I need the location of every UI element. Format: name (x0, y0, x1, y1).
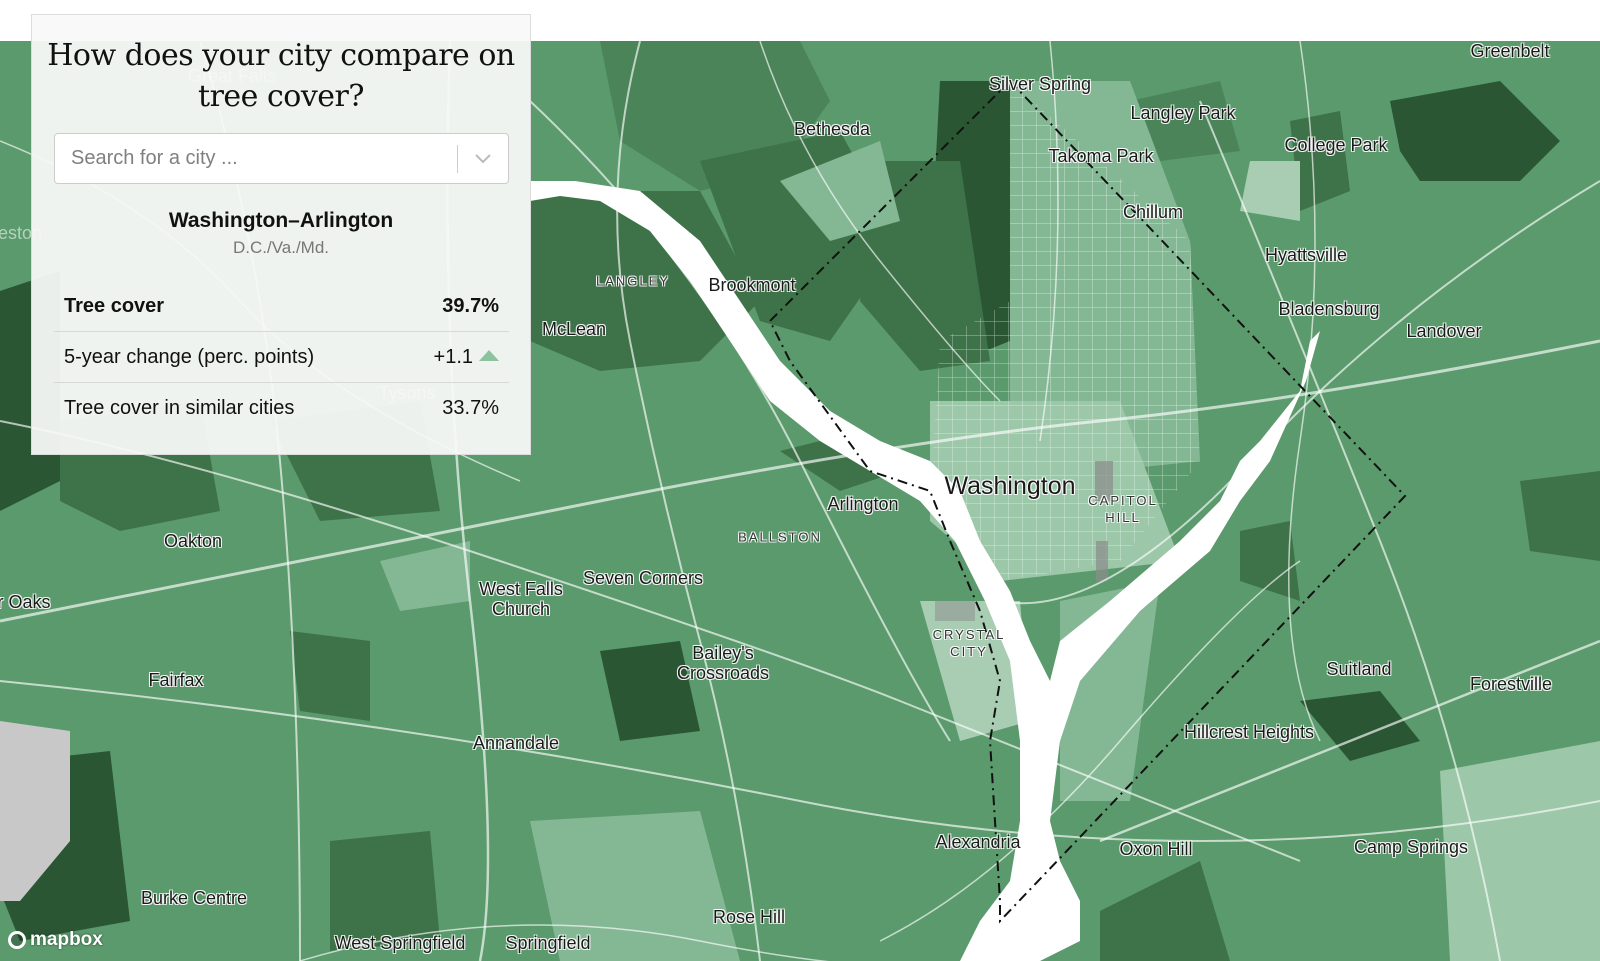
place-label: Washington (944, 472, 1076, 500)
place-label: Silver Spring (988, 74, 1092, 94)
place-label: Brookmont (708, 275, 796, 295)
city-search-input[interactable] (69, 146, 457, 171)
place-label: Rose Hill (712, 907, 786, 927)
place-label: College Park (1284, 135, 1388, 155)
place-label: Oakton (163, 531, 223, 551)
place-label: Springfield (505, 933, 591, 953)
place-label: West Springfield (334, 933, 466, 953)
stat-label: Tree cover (64, 294, 165, 317)
place-label: Forestville (1469, 674, 1553, 694)
place-label: Fairfax (148, 670, 204, 690)
dc-boundary (768, 79, 1407, 924)
selected-city-state: D.C./Va./Md. (232, 238, 330, 257)
place-label: Langley Park (1130, 103, 1236, 123)
stat-row-five-year-change: 5-year change (perc. points) +1.1 (54, 332, 509, 383)
place-label: Camp Springs (1353, 837, 1469, 857)
place-label: West Falls Church (479, 579, 563, 619)
search-divider (457, 144, 458, 173)
place-label: Burke Centre (140, 888, 248, 908)
chevron-down-icon (475, 153, 491, 163)
city-search-combobox[interactable] (54, 133, 509, 184)
selected-city-name: Washington–Arlington (168, 209, 394, 232)
place-label: Hillcrest Heights (1183, 722, 1315, 742)
mapbox-wordmark: mapbox (30, 929, 103, 950)
place-label: Oxon Hill (1119, 839, 1193, 859)
place-label: Alexandria (935, 832, 1021, 852)
city-comparison-panel: How does your city compare on tree cover… (31, 14, 531, 455)
place-label: Bethesda (793, 119, 871, 139)
place-label: BALLSTON (738, 529, 822, 545)
place-label: Chillum (1122, 202, 1184, 222)
place-label: Bailey's Crossroads (676, 643, 770, 683)
stat-value: +1.1 (433, 345, 473, 368)
potomac-river (530, 181, 1320, 961)
stat-row-tree-cover: Tree cover 39.7% (54, 281, 509, 332)
stat-value: 33.7% (442, 397, 499, 419)
place-label: Landover (1406, 321, 1482, 341)
place-label: CRYSTAL CITY (932, 627, 1006, 659)
stat-value-wrap: +1.1 (434, 346, 499, 369)
place-label: LANGLEY (596, 273, 670, 289)
place-label: Greenbelt (1470, 41, 1550, 61)
place-label: Takoma Park (1048, 146, 1154, 166)
dropdown-toggle[interactable] (458, 134, 508, 183)
stat-label: 5-year change (perc. points) (64, 345, 315, 368)
mapbox-logo-icon (8, 931, 26, 949)
stats-table: Tree cover 39.7% 5-year change (perc. po… (54, 281, 509, 434)
place-label: r Oaks (0, 592, 51, 612)
mapbox-attribution[interactable]: mapbox (8, 929, 103, 951)
place-label: Arlington (827, 494, 899, 514)
place-label: Hyattsville (1264, 245, 1348, 265)
panel-title: How does your city compare on tree cover… (47, 38, 515, 114)
place-label: McLean (541, 319, 607, 339)
place-label: CAPITOL HILL (1088, 493, 1158, 525)
tree-cover-map[interactable]: Washington Silver Spring Greenbelt Langley … (0, 41, 1600, 961)
trend-up-icon (479, 349, 499, 361)
place-label: Annandale (472, 733, 560, 753)
stat-value: 39.7% (442, 294, 499, 317)
place-label: Seven Corners (582, 568, 704, 588)
stat-row-similar-cities: Tree cover in similar cities 33.7% (54, 383, 509, 434)
stat-label: Tree cover in similar cities (64, 397, 295, 419)
place-label: Suitland (1326, 659, 1392, 679)
place-label: Bladensburg (1278, 299, 1380, 319)
